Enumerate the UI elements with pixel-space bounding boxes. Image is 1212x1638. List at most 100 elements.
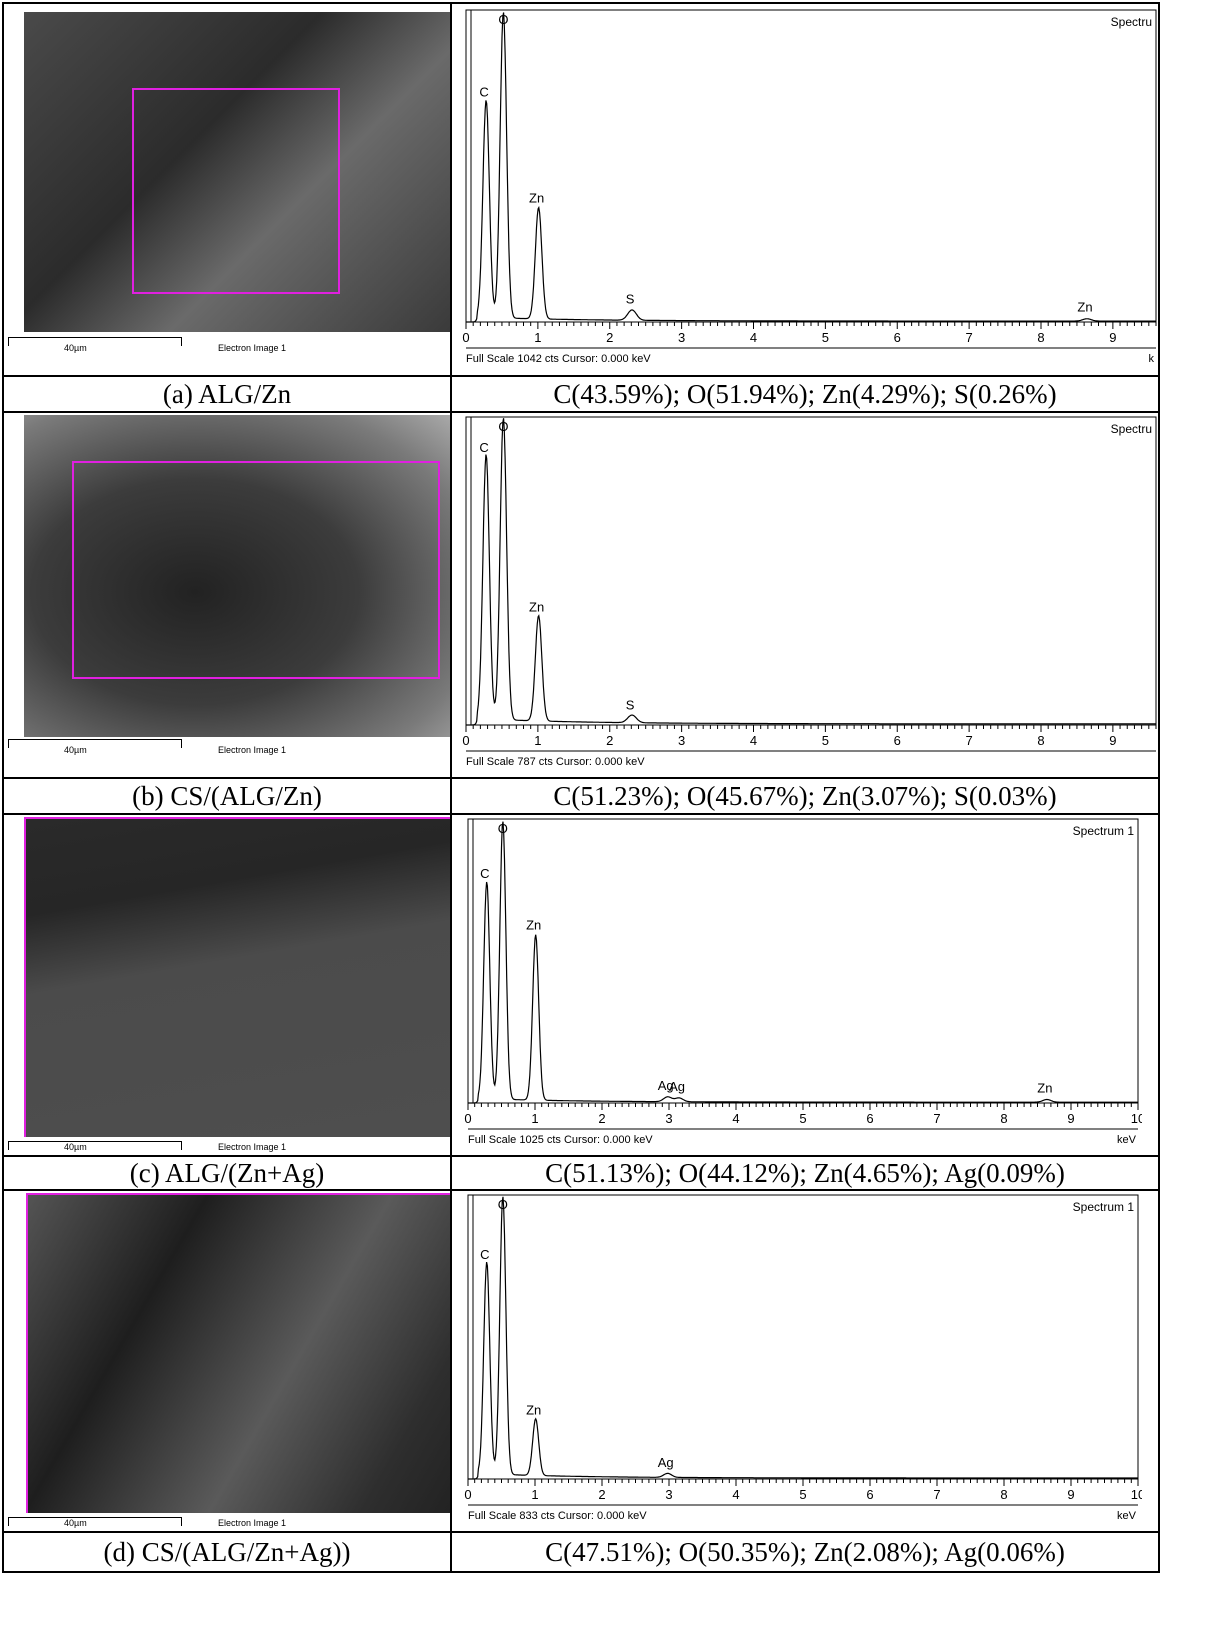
- sem-footer-d: 40µm Electron Image 1: [4, 1513, 450, 1531]
- image-label-d: Electron Image 1: [218, 1518, 287, 1528]
- peak-label-s: S: [626, 292, 635, 307]
- peak-label-zn: Zn: [526, 918, 541, 933]
- sem-footer-a: 40µm Electron Image 1: [4, 335, 450, 375]
- image-label-a: Electron Image 1: [218, 343, 287, 353]
- x-unit-label: keV: [1117, 1510, 1137, 1522]
- x-tick-label: 2: [598, 1487, 605, 1502]
- sem-footer-c: 40µm Electron Image 1: [4, 1137, 450, 1155]
- spectrum-footer: Full Scale 1025 cts Cursor: 0.000 keV: [468, 1134, 653, 1146]
- spectrum-line: [468, 821, 1138, 1104]
- spectrum-cell-b: Spectru C O Zn S 0 1 2 3 4 5 6 7 8 9 Full Scale 787 cts…: [450, 411, 1160, 779]
- image-label-c: Electron Image 1: [218, 1142, 287, 1152]
- composition-d: C(47.51%); O(50.35%); Zn(2.08%); Ag(0.06…: [450, 1531, 1160, 1573]
- spectrum-title: Spectrum 1: [1073, 1200, 1135, 1214]
- sem-cell-a: 40µm Electron Image 1: [2, 2, 452, 377]
- x-tick-label: 5: [799, 1111, 806, 1126]
- x-tick-label: 3: [678, 330, 685, 345]
- x-tick-label: 0: [464, 1111, 471, 1126]
- spectrum-b: Spectru C O Zn S 0 1 2 3 4 5 6 7 8 9 Full Scale 787 cts…: [462, 415, 1158, 777]
- x-tick-label: 1: [534, 733, 541, 748]
- x-tick-label: 4: [750, 733, 757, 748]
- roi-box-d: [26, 1193, 450, 1515]
- x-tick-label: 9: [1067, 1111, 1074, 1126]
- roi-box-b: [72, 461, 440, 679]
- x-tick-label: 2: [606, 330, 613, 345]
- peak-label-c: C: [480, 866, 489, 881]
- x-tick-label: 7: [966, 330, 973, 345]
- peak-label-zn: Zn: [1037, 1080, 1052, 1095]
- caption-d: (d) CS/(ALG/Zn+Ag)): [2, 1531, 452, 1573]
- x-tick-label: 8: [1000, 1487, 1007, 1502]
- peak-label-zn: Zn: [1077, 300, 1092, 315]
- x-tick-label: 10: [1131, 1487, 1142, 1502]
- x-unit-label: keV: [1117, 1134, 1137, 1146]
- composition-b: C(51.23%); O(45.67%); Zn(3.07%); S(0.03%…: [450, 777, 1160, 815]
- sem-image-c: [24, 817, 450, 1139]
- x-tick-label: 3: [678, 733, 685, 748]
- scale-label-c: 40µm: [64, 1142, 87, 1152]
- x-tick-label: 1: [531, 1111, 538, 1126]
- spectrum-title: Spectru: [1111, 15, 1152, 29]
- peak-label-s: S: [626, 697, 635, 712]
- x-tick-label: 6: [866, 1487, 873, 1502]
- x-tick-label: 3: [665, 1111, 672, 1126]
- x-tick-label: 4: [732, 1111, 739, 1126]
- x-tick-label: 7: [933, 1111, 940, 1126]
- sem-image-a: [24, 12, 450, 332]
- x-tick-label: 4: [750, 330, 757, 345]
- x-tick-label: 7: [966, 733, 973, 748]
- x-tick-label: 8: [1037, 733, 1044, 748]
- peak-label-c: C: [480, 1247, 489, 1262]
- x-tick-label: 0: [464, 1487, 471, 1502]
- roi-box-a: [132, 88, 340, 294]
- plot-frame: [465, 9, 1157, 323]
- plot-frame: [467, 818, 1139, 1104]
- peak-label-ag: Ag: [669, 1079, 685, 1094]
- caption-b: (b) CS/(ALG/Zn): [2, 777, 452, 815]
- scale-bar-c: [8, 1141, 182, 1150]
- x-tick-label: 9: [1067, 1487, 1074, 1502]
- scale-bar-a: [8, 337, 182, 346]
- peak-label-o: O: [498, 821, 508, 836]
- spectrum-a: Spectru C O Zn S Zn 0 1 2 3 4 5 6 7 8 9 Full Scale 1042 …: [462, 8, 1158, 374]
- caption-c: (c) ALG/(Zn+Ag): [2, 1155, 452, 1191]
- spectrum-chart-a: Spectru C O Zn S Zn 0 1 2 3 4 5 6 7 8 9 Full Scale 1042 …: [462, 9, 1157, 365]
- peak-label-o: O: [498, 1197, 508, 1212]
- spectrum-title: Spectrum 1: [1073, 824, 1135, 838]
- sem-cell-c: 40µm Electron Image 1: [2, 813, 452, 1157]
- spectrum-line: [468, 1196, 1138, 1480]
- plot-frame: [467, 1194, 1139, 1480]
- sem-image-b: [24, 415, 450, 737]
- spectrum-cell-a: Spectru C O Zn S Zn 0 1 2 3 4 5 6 7 8 9 Full Scale 1042 …: [450, 2, 1160, 377]
- sem-cell-b: 40µm Electron Image 1: [2, 411, 452, 779]
- x-tick-label: 5: [822, 330, 829, 345]
- x-tick-label: 5: [799, 1487, 806, 1502]
- x-tick-label: 6: [894, 330, 901, 345]
- peak-label-c: C: [479, 440, 488, 455]
- spectrum-footer: Full Scale 787 cts Cursor: 0.000 keV: [466, 756, 645, 768]
- peak-label-zn: Zn: [529, 599, 544, 614]
- peak-label-c: C: [479, 85, 488, 100]
- x-tick-label: 1: [531, 1487, 538, 1502]
- x-tick-label: 9: [1109, 330, 1116, 345]
- sem-cell-d: 40µm Electron Image 1: [2, 1189, 452, 1533]
- caption-a: (a) ALG/Zn: [2, 375, 452, 413]
- x-unit-label: k: [1149, 353, 1155, 365]
- spectrum-title: Spectru: [1111, 422, 1152, 436]
- roi-box-c: [24, 817, 450, 1139]
- peak-label-zn: Zn: [526, 1402, 541, 1417]
- scale-label-b: 40µm: [64, 745, 87, 755]
- x-tick-label: 0: [462, 330, 469, 345]
- x-tick-label: 1: [534, 330, 541, 345]
- x-tick-label: 6: [866, 1111, 873, 1126]
- x-tick-label: 3: [665, 1487, 672, 1502]
- sem-footer-b: 40µm Electron Image 1: [4, 737, 450, 777]
- x-tick-label: 6: [894, 733, 901, 748]
- x-tick-label: 2: [606, 733, 613, 748]
- image-label-b: Electron Image 1: [218, 745, 287, 755]
- spectrum-cell-d: Spectrum 1 C O Zn Ag 0 1 2 3 4 5 6 7 8 9 10 Full Scale 8…: [450, 1189, 1160, 1533]
